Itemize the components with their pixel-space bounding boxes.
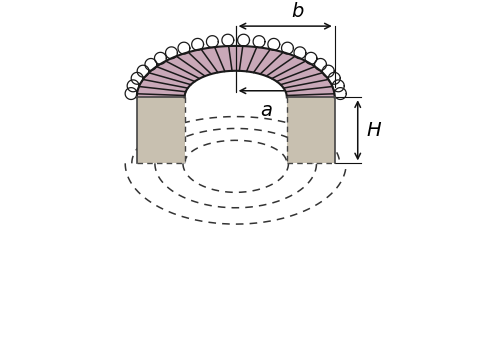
Text: a: a	[261, 101, 272, 120]
Polygon shape	[137, 46, 335, 97]
Text: b: b	[291, 2, 303, 21]
Text: H: H	[366, 121, 380, 140]
Polygon shape	[137, 97, 185, 163]
Polygon shape	[287, 97, 335, 163]
